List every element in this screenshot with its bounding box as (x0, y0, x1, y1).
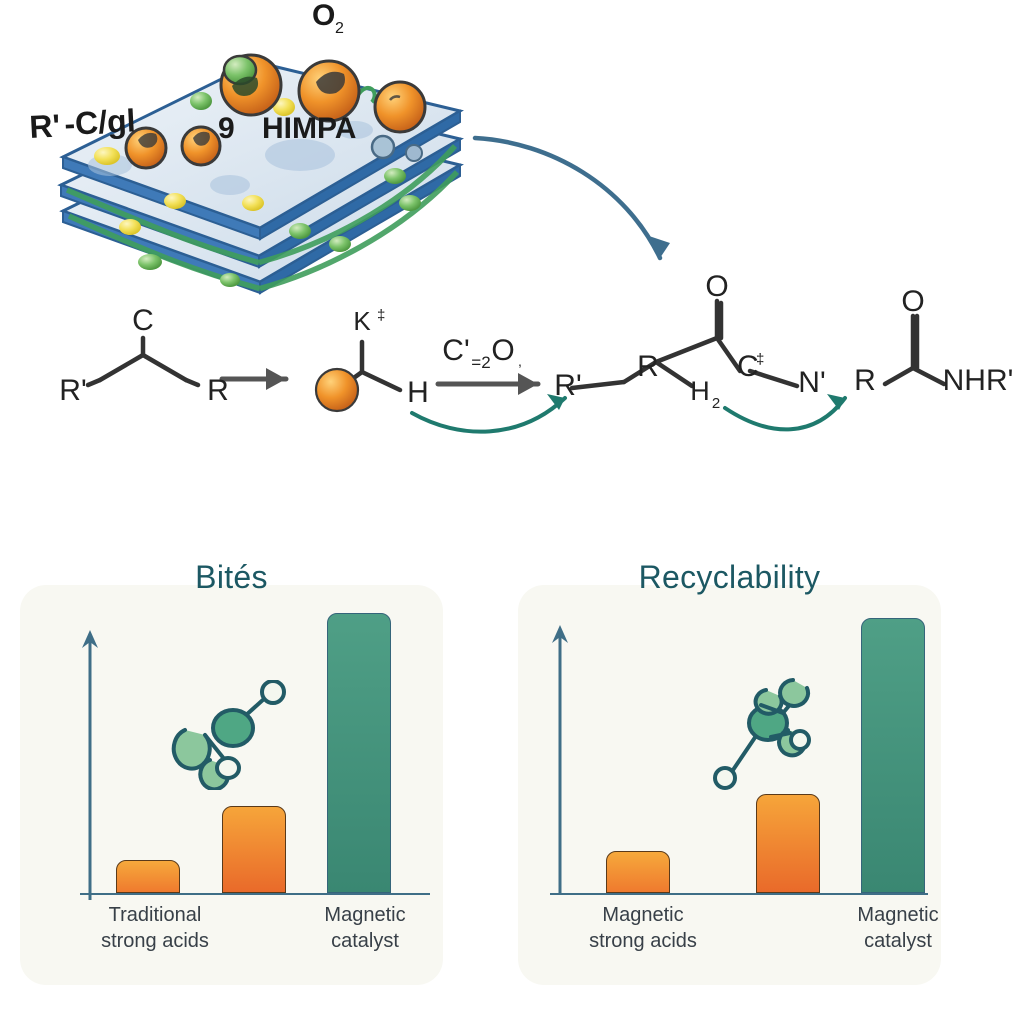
svg-text:=2: =2 (471, 353, 490, 372)
svg-text:O: O (705, 270, 728, 303)
svg-text:C': C' (442, 334, 469, 367)
svg-text:O: O (312, 0, 335, 32)
svg-text:N': N' (798, 366, 825, 399)
svg-text:2: 2 (712, 395, 720, 412)
svg-text:R: R (207, 374, 229, 407)
svg-text:H: H (690, 376, 710, 406)
svg-text:9: 9 (218, 112, 235, 145)
svg-text:HIMPA: HIMPA (262, 112, 356, 145)
svg-text:R': R' (59, 374, 86, 407)
svg-text:,: , (518, 353, 522, 369)
svg-text:-C/gl: -C/gl (63, 102, 136, 142)
svg-text:R: R (637, 350, 659, 383)
svg-text:‡: ‡ (377, 307, 385, 324)
svg-text:O: O (491, 334, 514, 367)
svg-text:K: K (353, 306, 371, 336)
svg-text:R': R' (28, 107, 61, 145)
svg-text:H: H (407, 376, 429, 409)
svg-text:‡: ‡ (756, 351, 764, 368)
svg-text:R: R (854, 364, 876, 397)
svg-text:C: C (132, 304, 154, 337)
svg-text:O: O (901, 285, 924, 318)
svg-text:2: 2 (335, 20, 344, 37)
svg-text:NHR': NHR' (943, 364, 1014, 397)
